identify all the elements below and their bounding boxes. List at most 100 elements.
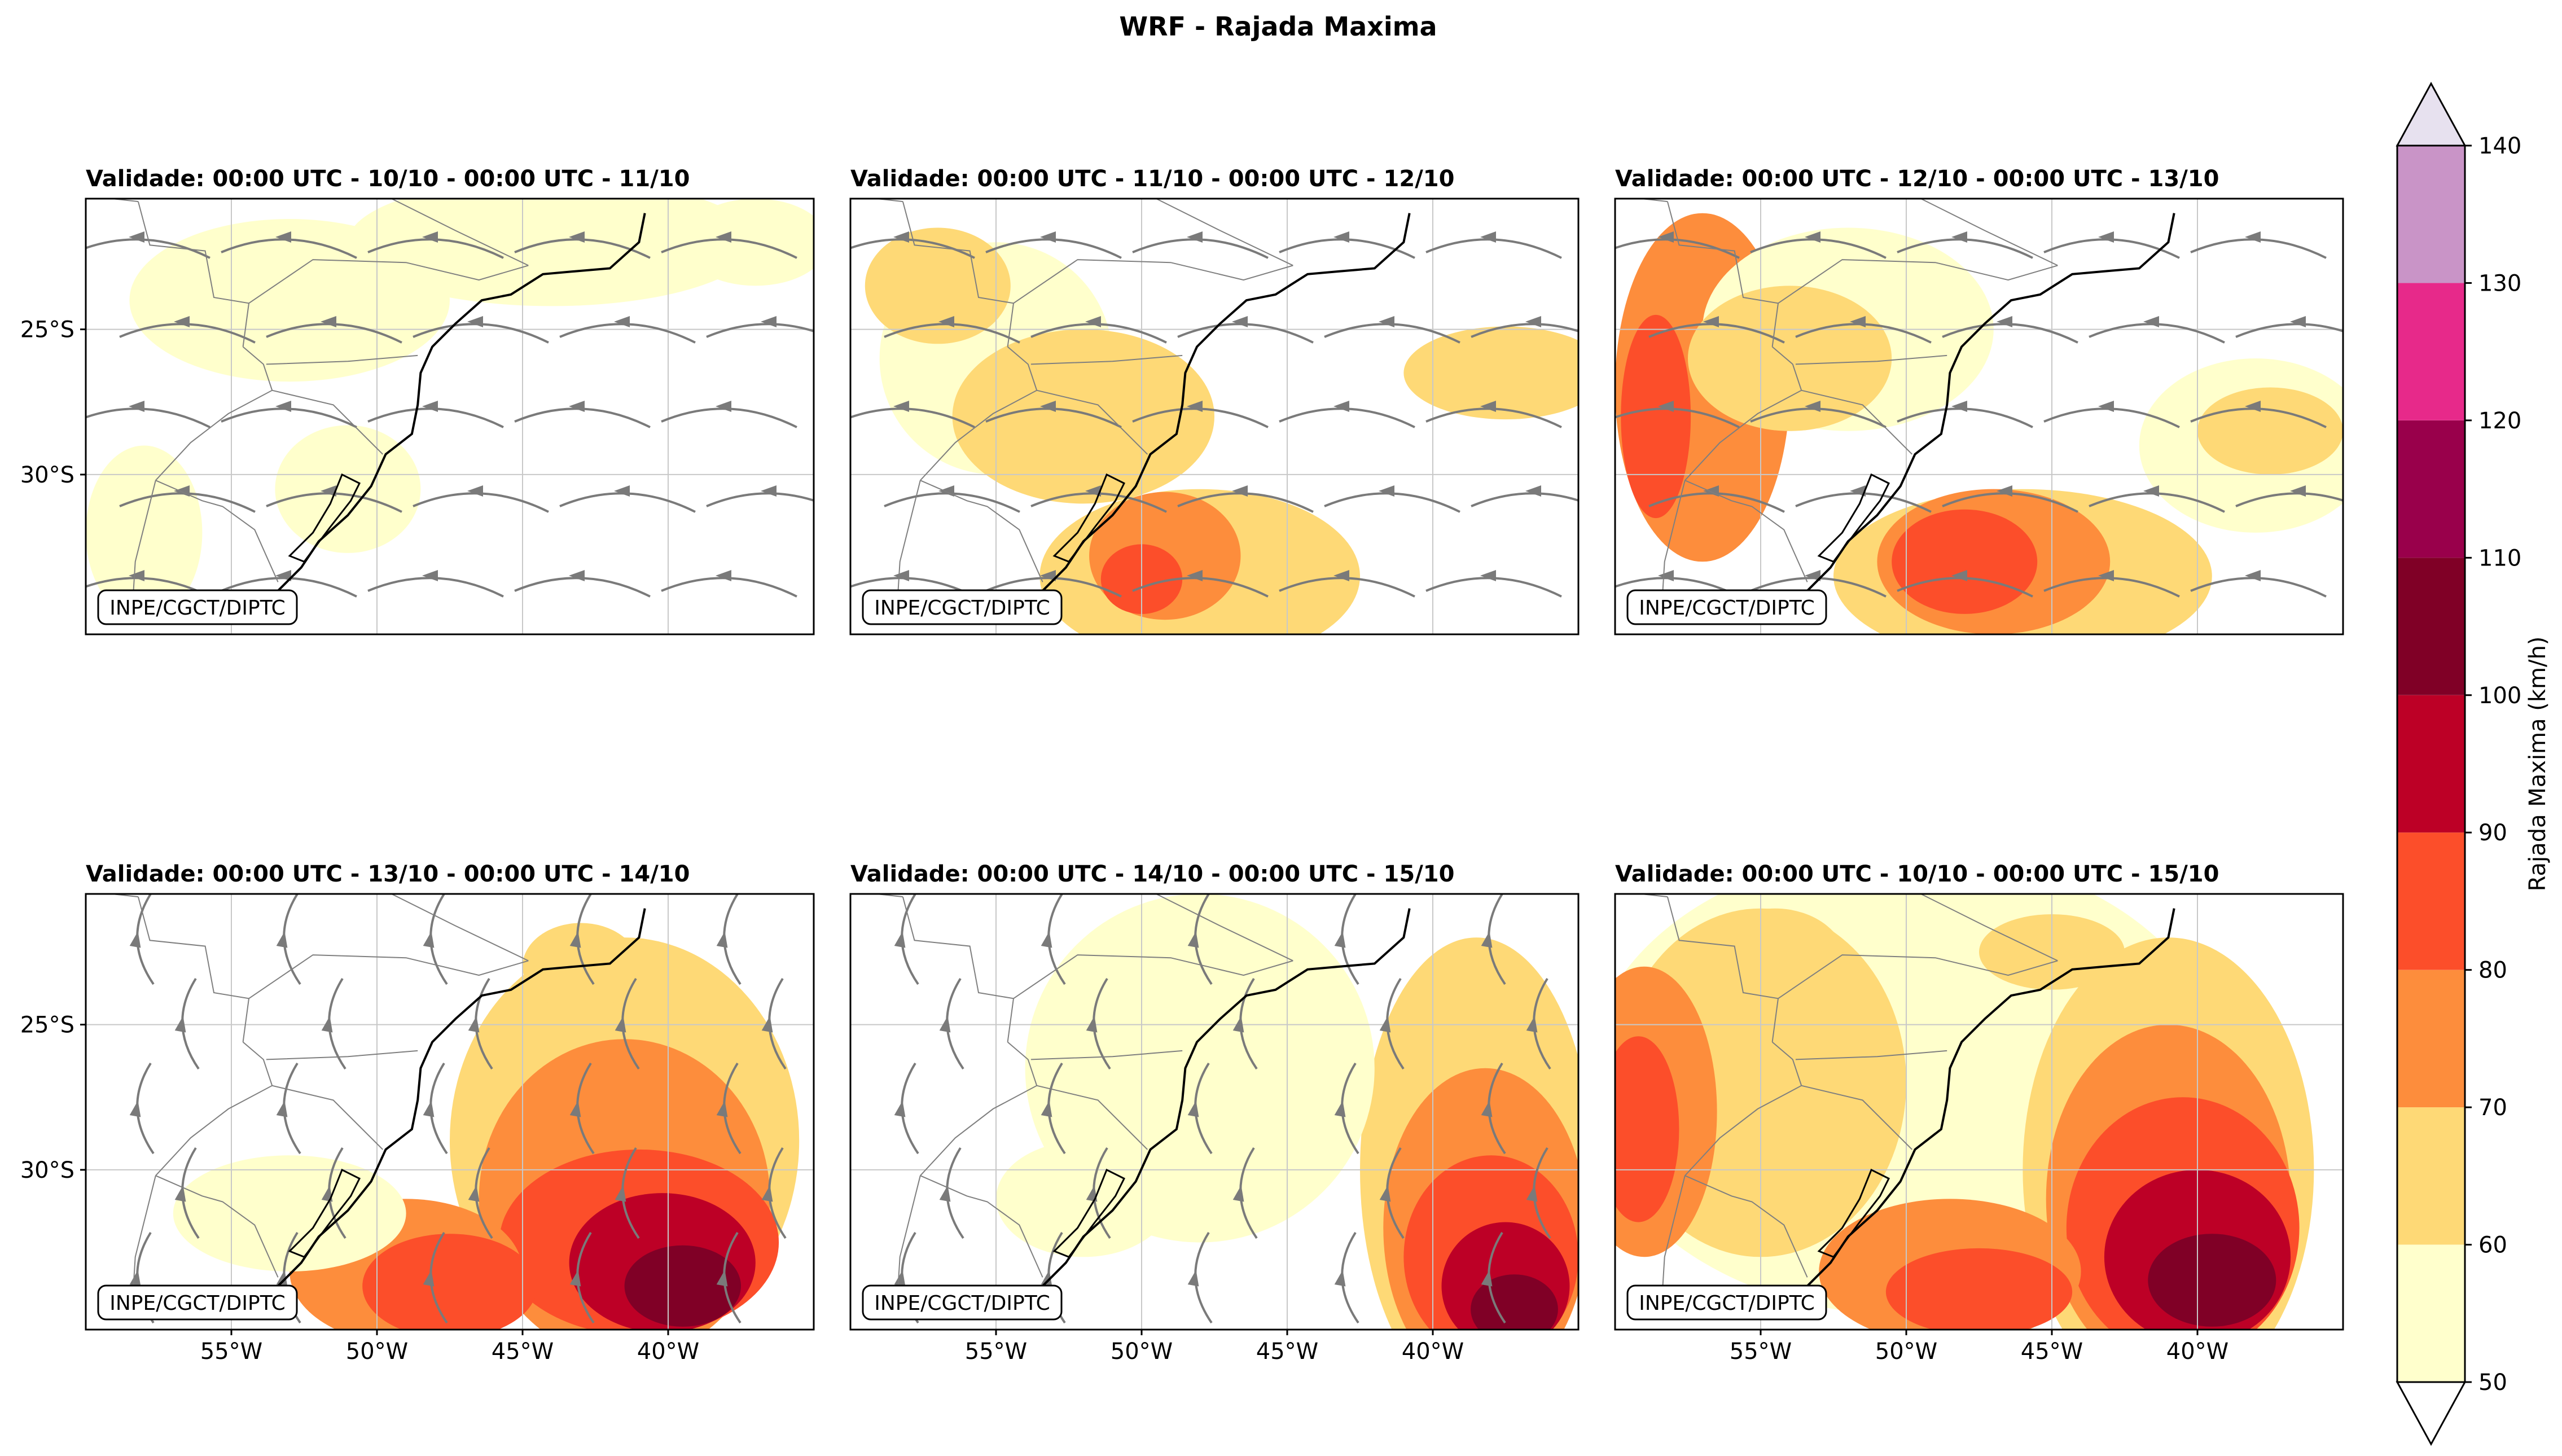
streamline-arrow <box>1232 1185 1244 1202</box>
streamline-arrow <box>1850 316 1866 327</box>
credit-box <box>1626 589 1827 625</box>
streamline-arrow <box>2245 401 2261 412</box>
gust-area-2 <box>1621 314 1691 519</box>
streamline-arrow <box>1187 570 1203 581</box>
map-panel-5: Validade: 00:00 UTC - 14/10 - 00:00 UTC … <box>849 861 1580 1365</box>
streamline-arrow <box>1951 401 1967 412</box>
streamline-arrow <box>1997 485 2012 497</box>
colorbar-segment-80 <box>2397 832 2465 970</box>
panel-title: Validade: 00:00 UTC - 10/10 - 00:00 UTC … <box>86 166 690 192</box>
map-frame <box>849 198 1580 635</box>
streamline-arrow <box>321 1016 333 1033</box>
gust-area-4 <box>86 445 203 620</box>
credit-box <box>97 1284 298 1321</box>
streamline-arrow <box>1040 401 1056 412</box>
colorbar-segment-110 <box>2397 420 2465 558</box>
streamline-arrow <box>2143 485 2159 497</box>
streamline-arrow <box>1480 231 1496 243</box>
state-border <box>266 1050 418 1060</box>
state-border <box>1156 199 1293 266</box>
credit-label: INPE/CGCT/DIPTC <box>1626 589 1827 625</box>
streamline-arrow <box>894 931 906 948</box>
credit-label: INPE/CGCT/DIPTC <box>97 589 298 625</box>
streamline-arrow <box>569 401 585 412</box>
streamline-arrow <box>468 1016 480 1033</box>
state-border <box>1156 894 1293 962</box>
streamline-arrow <box>423 931 435 948</box>
lat-tick-label: 25°S <box>20 317 74 343</box>
streamline-arrow <box>716 570 731 581</box>
streamline-arrow <box>422 401 438 412</box>
streamline-arrow <box>129 1270 141 1287</box>
lat-tick-label: 25°S <box>20 1012 74 1038</box>
map-content <box>86 894 814 1330</box>
streamline-arrow <box>569 1270 581 1287</box>
state-border <box>1801 389 1913 455</box>
streamline-arrow <box>321 485 336 497</box>
state-border <box>902 201 1015 347</box>
state-border <box>1684 1175 1808 1278</box>
streamline-arrow <box>761 1185 773 1202</box>
lon-tick-label: 50°W <box>1875 1339 1937 1365</box>
streamline-arrow <box>1187 1270 1199 1287</box>
lagoon-outline <box>1052 1168 1126 1258</box>
streamline-arrow <box>174 316 190 327</box>
colorbar-tick-label: 60 <box>2478 1233 2507 1258</box>
credit-box <box>862 1284 1063 1321</box>
colorbar-segment-90 <box>2397 695 2465 833</box>
colorbar-frame <box>2396 144 2466 1383</box>
lat-tick-label: 30°S <box>20 1157 74 1183</box>
streamlines <box>129 894 787 1324</box>
lon-tick-label: 50°W <box>346 1339 408 1365</box>
streamline-arrow <box>1333 570 1349 581</box>
streamline-arrow <box>423 1270 435 1287</box>
state-border <box>871 894 903 898</box>
colorbar-tick-label: 50 <box>2478 1370 2507 1396</box>
streamline-arrow <box>1334 1100 1346 1117</box>
colorbar-tick-label: 80 <box>2478 958 2507 984</box>
streamline-arrow <box>1333 231 1349 243</box>
gust-area-4 <box>1688 286 1892 431</box>
streamlines <box>1615 231 2343 598</box>
streamline-arrow <box>569 931 581 948</box>
streamline-arrow <box>129 931 141 948</box>
streamline-arrow <box>1187 1100 1199 1117</box>
streamline-arrow <box>893 570 909 581</box>
streamline-arrow <box>569 1100 581 1117</box>
state-border <box>155 1175 279 1278</box>
state-border <box>1801 1085 1913 1150</box>
streamline-arrow <box>716 1270 728 1287</box>
streamline-arrow <box>2290 485 2306 497</box>
state-border <box>391 199 529 266</box>
map-content <box>86 199 814 634</box>
state-border <box>107 894 139 898</box>
streamline-arrow <box>1232 1016 1244 1033</box>
map-content <box>1615 894 2343 1330</box>
state-border <box>1036 1085 1148 1150</box>
gust-area-7 <box>996 1141 1171 1257</box>
state-border <box>1778 954 2058 999</box>
gust-area-12 <box>1702 908 1848 1025</box>
streamlines <box>850 231 1578 598</box>
map-frame <box>1614 198 2344 635</box>
streamline-arrow <box>716 1100 728 1117</box>
streamline-arrow <box>2143 316 2159 327</box>
streamline-arrow <box>761 1016 773 1033</box>
streamline-arrow <box>467 316 483 327</box>
lon-tick-label: 45°W <box>2021 1339 2083 1365</box>
lon-tick-label: 55°W <box>965 1339 1027 1365</box>
streamline-arrow <box>468 1185 480 1202</box>
streamline-arrow <box>1526 1016 1538 1033</box>
map-frame <box>85 893 815 1331</box>
streamline-arrow <box>1379 1185 1391 1202</box>
credit-text: INPE/CGCT/DIPTC <box>109 597 285 620</box>
streamline-arrow <box>275 570 291 581</box>
state-border <box>1013 259 1293 304</box>
streamline-arrow <box>275 401 291 412</box>
gust-area-2 <box>348 199 756 306</box>
map-panel-1: Validade: 00:00 UTC - 10/10 - 00:00 UTC … <box>20 166 815 635</box>
colorbar-segment-70 <box>2397 970 2465 1108</box>
colorbar-extend-min <box>2396 1381 2467 1446</box>
lagoon-outline <box>1817 473 1890 563</box>
